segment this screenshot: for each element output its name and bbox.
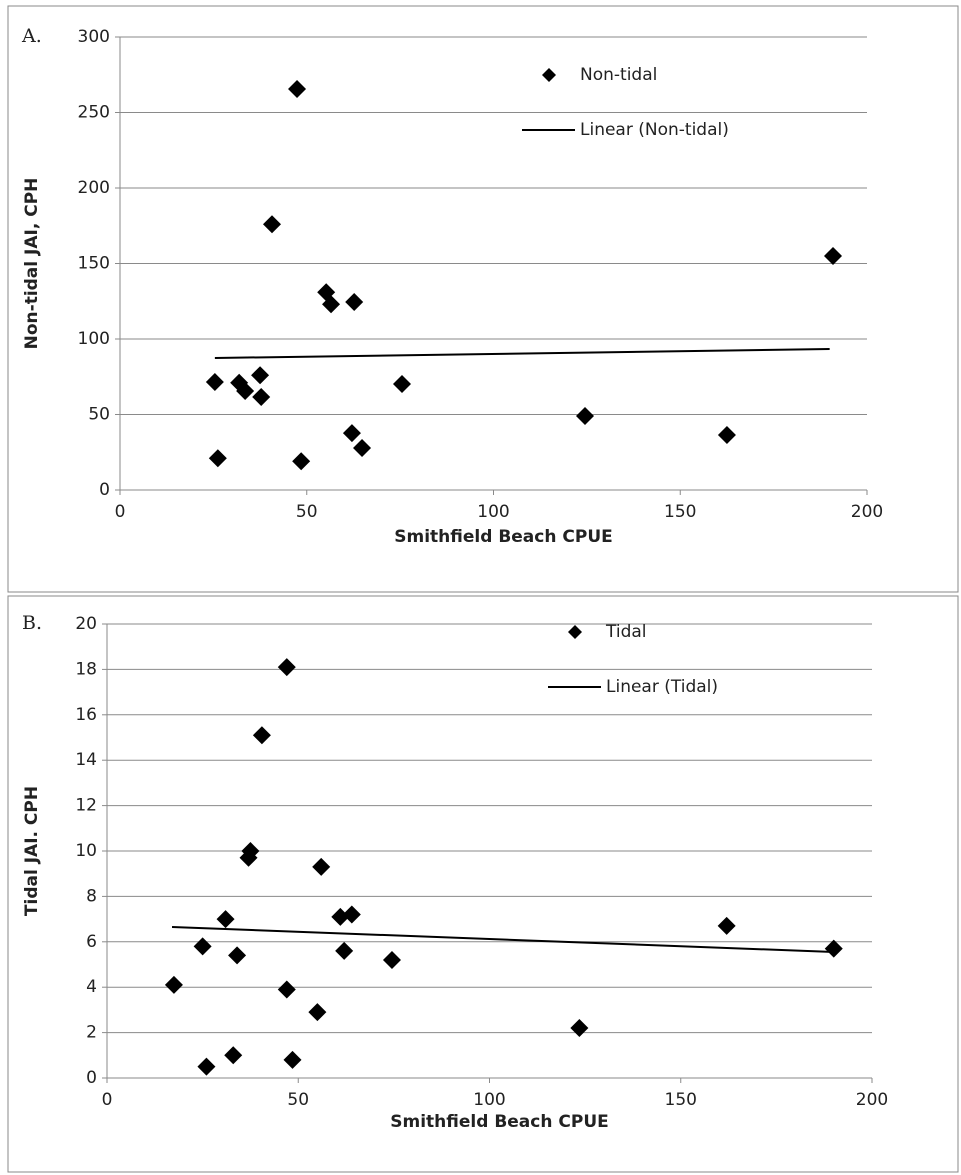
legend-label: Tidal [605, 622, 647, 642]
x-tick-label: 100 [473, 1090, 505, 1110]
x-tick-label: 50 [296, 502, 318, 522]
point [252, 387, 271, 406]
point [308, 1003, 327, 1022]
y-tick-label: 2 [86, 1023, 97, 1043]
panel-frame [7, 595, 959, 1173]
point [392, 374, 411, 393]
point [224, 1046, 243, 1065]
point [345, 293, 364, 312]
x-tick-label: 150 [665, 1090, 697, 1110]
point [312, 857, 331, 876]
panel-label: B. [22, 612, 42, 634]
legend-marker [542, 68, 556, 82]
x-tick-label: 100 [477, 502, 509, 522]
point [576, 407, 595, 426]
panel-label: A. [21, 25, 42, 47]
point [288, 79, 307, 98]
y-tick-label: 4 [86, 977, 97, 997]
legend-marker [568, 625, 582, 639]
legend-label: Linear (Non-tidal) [580, 120, 729, 140]
y-tick-label: 18 [75, 659, 97, 679]
x-tick-label: 200 [856, 1090, 888, 1110]
y-tick-label: 20 [75, 614, 97, 634]
trend-line [171, 926, 834, 954]
point [164, 975, 183, 994]
y-tick-label: 200 [78, 178, 110, 198]
y-tick-label: 14 [75, 750, 97, 770]
panel-frame [7, 5, 959, 593]
point [342, 424, 361, 443]
y-tick-label: 0 [86, 1068, 97, 1088]
point [717, 426, 736, 445]
point [228, 946, 247, 965]
point [353, 439, 372, 458]
legend-label: Non-tidal [580, 65, 657, 85]
x-tick-label: 150 [664, 502, 696, 522]
y-tick-label: 300 [78, 27, 110, 47]
point [277, 658, 296, 677]
point [277, 980, 296, 999]
point [205, 373, 224, 392]
x-tick-label: 0 [115, 502, 126, 522]
point [322, 295, 341, 314]
y-axis-label: Non-tidal JAI, CPH [22, 178, 42, 350]
x-tick-label: 200 [851, 502, 883, 522]
y-tick-label: 150 [78, 254, 110, 274]
point [342, 905, 361, 924]
point [292, 452, 311, 471]
point [382, 950, 401, 969]
point [570, 1019, 589, 1038]
point [216, 910, 235, 929]
point [251, 366, 270, 385]
point [252, 726, 271, 745]
point [331, 907, 350, 926]
x-axis-label: Smithfield Beach CPUE [394, 527, 612, 547]
point [241, 842, 260, 860]
point [283, 1050, 302, 1069]
x-tick-label: 0 [102, 1090, 113, 1110]
x-axis-label: Smithfield Beach CPUE [390, 1112, 608, 1132]
y-tick-label: 16 [75, 705, 97, 725]
y-tick-label: 100 [78, 329, 110, 349]
y-tick-label: 8 [86, 886, 97, 906]
legend-label: Linear (Tidal) [606, 677, 718, 697]
point [197, 1057, 216, 1076]
x-tick-label: 50 [287, 1090, 309, 1110]
y-tick-label: 6 [86, 932, 97, 952]
point [193, 937, 212, 956]
y-tick-label: 250 [78, 103, 110, 123]
y-tick-label: 0 [99, 480, 110, 500]
point [263, 215, 282, 234]
y-tick-label: 10 [75, 841, 97, 861]
point [236, 381, 255, 400]
trend-line [214, 347, 830, 360]
y-axis-label: Tidal JAI. CPH [22, 786, 42, 916]
point [824, 939, 843, 958]
y-tick-label: 50 [88, 405, 110, 425]
point [208, 449, 227, 468]
point [335, 941, 354, 960]
point [717, 916, 736, 935]
y-tick-label: 12 [75, 796, 97, 816]
point [824, 246, 843, 265]
